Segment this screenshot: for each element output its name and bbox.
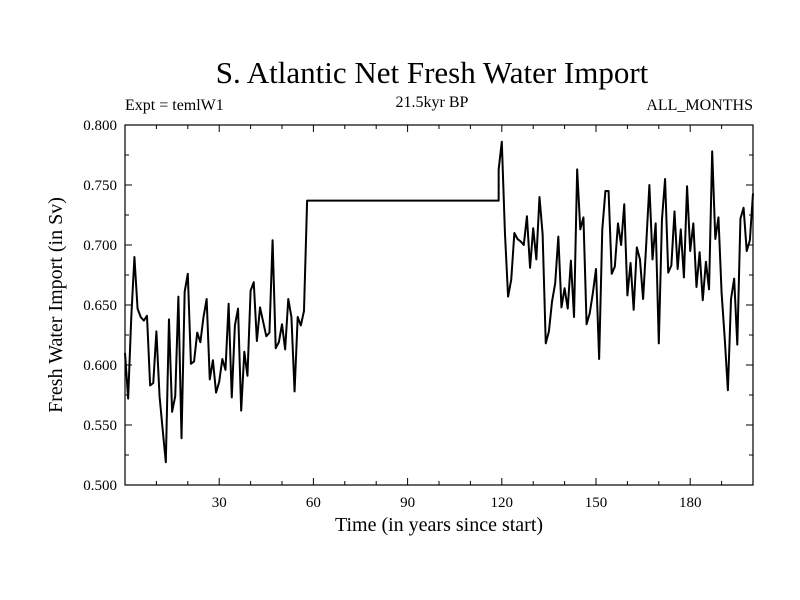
data-series-line bbox=[124, 140, 754, 464]
x-axis-label: Time (in years since start) bbox=[335, 514, 543, 536]
period-label: 21.5kyr BP bbox=[396, 94, 469, 111]
x-axis-tick-labels: 30 60 90 120 150 180 bbox=[212, 495, 702, 511]
y-tick-label: 0.550 bbox=[83, 418, 117, 434]
plot-frame bbox=[124, 124, 754, 486]
y-axis-label: Fresh Water Import (in Sv) bbox=[45, 197, 67, 413]
y-tick-label: 0.500 bbox=[83, 478, 117, 494]
months-label: ALL_MONTHS bbox=[646, 97, 753, 114]
chart-title: S. Atlantic Net Fresh Water Import bbox=[216, 55, 649, 90]
x-tick-label: 150 bbox=[585, 495, 608, 511]
y-axis-tick-labels: 0.500 0.550 0.600 0.650 0.700 0.750 0.800 bbox=[83, 118, 117, 494]
y-tick-label: 0.600 bbox=[83, 358, 117, 374]
y-tick-label: 0.750 bbox=[83, 178, 117, 194]
y-tick-label: 0.700 bbox=[83, 238, 117, 254]
x-tick-label: 60 bbox=[306, 495, 321, 511]
x-tick-label: 180 bbox=[679, 495, 702, 511]
x-tick-label: 90 bbox=[400, 495, 415, 511]
experiment-label: Expt = temlW1 bbox=[125, 97, 224, 114]
x-tick-label: 30 bbox=[212, 495, 227, 511]
x-tick-label: 120 bbox=[491, 495, 514, 511]
y-tick-label: 0.650 bbox=[83, 298, 117, 314]
y-tick-label: 0.800 bbox=[83, 118, 117, 134]
